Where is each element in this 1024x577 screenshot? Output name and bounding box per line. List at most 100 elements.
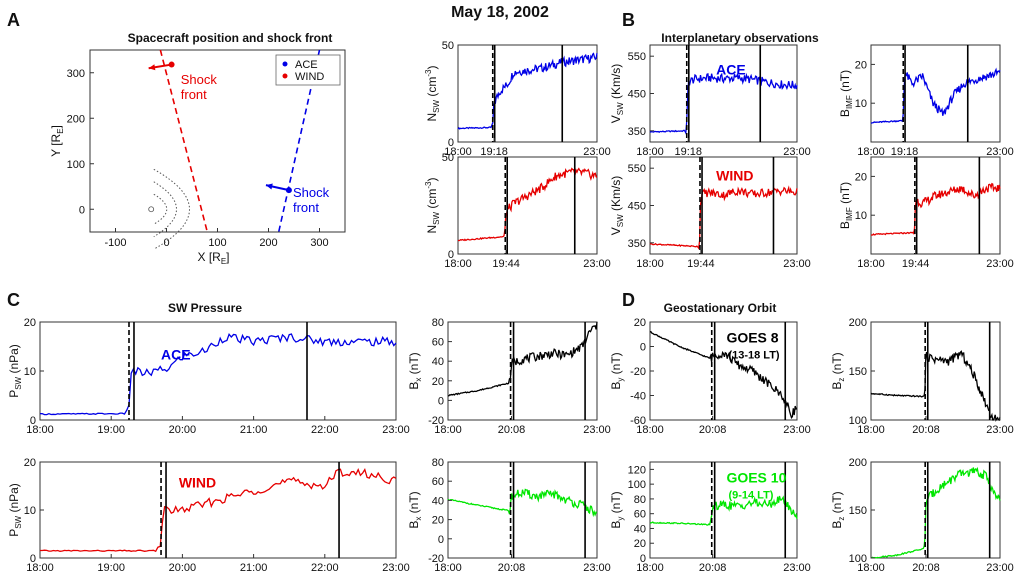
ylabel: By (nT) bbox=[609, 491, 625, 528]
xtick-label: 23:00 bbox=[783, 146, 811, 158]
plot-ace-n: 0 50 18:00 19:18 23:00 NSW (cm-3) bbox=[424, 40, 611, 158]
series-label: ACE bbox=[161, 346, 191, 362]
plot-goes8-bz: 100 150 200 18:00 20:08 23:00 Bz (nT) bbox=[830, 317, 1014, 436]
xtick-label: 20:08 bbox=[699, 424, 727, 436]
xtick-label: 22:00 bbox=[311, 562, 339, 574]
ytick-label: 10 bbox=[24, 505, 36, 517]
ylabel: PSW (nPa) bbox=[7, 344, 23, 398]
ylabel-group: NSW (cm-3) bbox=[424, 177, 441, 233]
panel-label-d: D bbox=[622, 290, 635, 310]
ylabel: Bx (nT) bbox=[407, 352, 423, 389]
xtick-label: 18:00 bbox=[434, 562, 462, 574]
ylabel-part: (nT) bbox=[838, 182, 852, 207]
ylabel-sub: SW bbox=[14, 376, 23, 389]
earth-boundary-arc bbox=[153, 193, 168, 225]
series-line bbox=[457, 52, 598, 130]
ytick-label: 0 bbox=[30, 553, 36, 565]
axes-frame bbox=[870, 321, 1001, 421]
ylabel-part: B bbox=[609, 521, 623, 529]
ylabel-group: Bz (nT) bbox=[830, 352, 846, 389]
ylabel-group: BIMF (nT) bbox=[838, 70, 854, 117]
plot-goes8-by: -60 -40 -20 0 20 18:00 20:08 23:00 By (nT) GOES 8… bbox=[609, 317, 811, 436]
shock-front-label: front bbox=[293, 200, 319, 215]
axes-frame bbox=[447, 321, 598, 421]
ytick-label: -60 bbox=[630, 415, 646, 427]
position-xtick-label: 100 bbox=[208, 237, 226, 249]
ylabel-part: B bbox=[838, 109, 852, 117]
ytick-label: 0 bbox=[640, 342, 646, 354]
ylabel: PSW (nPa) bbox=[7, 483, 23, 537]
series-line bbox=[649, 72, 798, 136]
xtick-label: 23:00 bbox=[986, 424, 1014, 436]
earth-boundary-arc bbox=[153, 168, 190, 250]
legend-label-wind: WIND bbox=[295, 71, 324, 83]
series-label: WIND bbox=[179, 474, 216, 490]
ytick-label: 200 bbox=[849, 317, 867, 329]
ylabel-part: ) bbox=[425, 65, 439, 69]
ylabel: BIMF (nT) bbox=[838, 70, 854, 117]
xtick-label: 23:00 bbox=[783, 562, 811, 574]
series-line bbox=[649, 330, 798, 420]
spacecraft-point-wind bbox=[168, 61, 175, 68]
ytick-label: 350 bbox=[628, 126, 646, 138]
series-label: GOES 8 bbox=[726, 330, 778, 346]
xtick-label: 23:00 bbox=[986, 258, 1014, 270]
ylabel-sup: -3 bbox=[424, 69, 433, 77]
plot-wind-b: 10 20 18:00 19:44 23:00 BIMF (nT) bbox=[838, 156, 1014, 270]
ylabel-group: Bx (nT) bbox=[407, 491, 423, 528]
ytick-label: -40 bbox=[630, 391, 646, 403]
ylabel-part: (Km/s) bbox=[609, 176, 623, 215]
ytick-label: 0 bbox=[438, 534, 444, 546]
ylabel-part: P bbox=[7, 529, 21, 537]
legend-marker-ace bbox=[282, 61, 288, 67]
ylabel-group: VSW (Km/s) bbox=[609, 64, 625, 124]
ytick-label: 550 bbox=[628, 51, 646, 63]
ytick-label: 80 bbox=[432, 317, 444, 329]
plot-ace-v: 350 450 550 18:00 19:18 23:00 VSW (Km/s) ACE bbox=[609, 44, 811, 158]
ylabel-part: B bbox=[830, 521, 844, 529]
ytick-label: 20 bbox=[24, 317, 36, 329]
xtick-label: 23:00 bbox=[783, 424, 811, 436]
ylabel-sub: SW bbox=[432, 212, 441, 225]
position-xlabel-sub: E bbox=[221, 257, 226, 266]
series-line bbox=[39, 332, 397, 416]
ytick-label: 350 bbox=[628, 238, 646, 250]
ylabel-group: By (nT) bbox=[609, 491, 625, 528]
series-line bbox=[870, 182, 1001, 236]
ylabel-sub: SW bbox=[432, 100, 441, 113]
subplot-title-geostationary: Geostationary Orbit bbox=[664, 301, 777, 315]
axes-frame bbox=[649, 321, 798, 421]
position-ylabel-part: ] bbox=[49, 125, 63, 128]
xtick-label: 18:00 bbox=[444, 146, 472, 158]
xtick-label: 20:08 bbox=[912, 424, 940, 436]
xtick-label: 20:00 bbox=[169, 424, 197, 436]
axes-frame bbox=[39, 461, 397, 559]
position-ylabel-part: Y [R bbox=[49, 133, 63, 156]
ytick-label: 60 bbox=[634, 509, 646, 521]
xtick-label: 18:00 bbox=[857, 146, 885, 158]
ylabel-sub: x bbox=[414, 517, 423, 521]
xtick-label: 19:44 bbox=[687, 258, 715, 270]
ylabel-group: BIMF (nT) bbox=[838, 182, 854, 229]
ytick-label: 20 bbox=[24, 457, 36, 469]
xtick-label: 21:00 bbox=[240, 424, 268, 436]
legend-marker-wind bbox=[282, 73, 288, 79]
ylabel-part: (nT) bbox=[609, 491, 623, 516]
panel-label-c: C bbox=[7, 290, 20, 310]
figure-title: May 18, 2002 bbox=[451, 4, 549, 21]
xtick-label: 20:08 bbox=[498, 562, 526, 574]
ytick-label: 20 bbox=[634, 538, 646, 550]
ytick-label: 0 bbox=[640, 553, 646, 565]
ytick-label: 0 bbox=[448, 137, 454, 149]
series-line bbox=[40, 467, 397, 553]
ytick-label: 50 bbox=[442, 152, 454, 164]
ylabel: NSW (cm-3) bbox=[424, 65, 441, 121]
ylabel-sub: IMF bbox=[845, 95, 854, 109]
ylabel-part: (nT) bbox=[407, 352, 421, 377]
position-ylabel-sub: E bbox=[56, 128, 65, 133]
ytick-label: 80 bbox=[432, 457, 444, 469]
position-xlabel-part: X [R bbox=[197, 250, 221, 264]
ylabel-sub: SW bbox=[14, 515, 23, 528]
xtick-label: 23:00 bbox=[382, 424, 410, 436]
